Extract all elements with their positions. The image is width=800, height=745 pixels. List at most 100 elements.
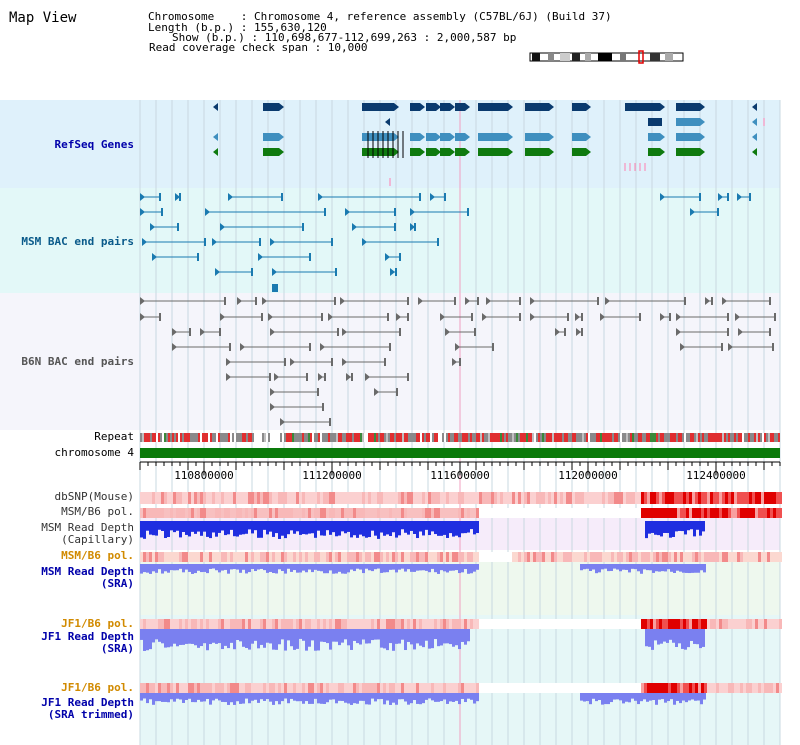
gene-arrow-left[interactable] [213,148,218,156]
gene-block[interactable] [676,118,700,126]
gene-block[interactable] [676,148,700,156]
gene-block[interactable] [410,133,420,141]
polymorphism-cell [485,619,488,629]
gene-block[interactable] [572,148,586,156]
read-depth-bar [356,693,359,704]
polymorphism-cell [701,508,704,518]
gene-block[interactable] [676,133,700,141]
read-depth-bar [350,521,353,538]
read-depth-bar [688,693,691,701]
read-depth-bar [452,693,455,702]
gene-block[interactable] [648,118,662,126]
polymorphism-cell [203,508,206,518]
ideogram-position-marker[interactable] [638,50,644,64]
read-depth-bar [694,564,697,573]
polymorphism-cell [398,552,401,562]
gene-block[interactable] [440,103,450,111]
polymorphism-cell [167,508,170,518]
gene-block[interactable] [426,103,436,111]
gene-block[interactable] [455,148,465,156]
gene-block[interactable] [676,103,700,111]
gene-block[interactable] [525,148,549,156]
polymorphism-cell [596,552,599,562]
gene-block[interactable] [478,103,508,111]
gene-block[interactable] [426,133,436,141]
repeat-segment [210,433,212,442]
gene-block[interactable] [263,103,279,111]
gene-block-arrow [420,103,425,111]
gene-block-arrow [279,133,284,141]
read-depth-bar [476,521,479,534]
gene-block[interactable] [648,133,660,141]
gene-arrow-left[interactable] [385,118,390,126]
read-depth-bar [350,564,353,570]
gene-block[interactable] [263,148,279,156]
msm-bac-end[interactable] [272,284,278,292]
gene-arrow-left[interactable] [213,133,218,141]
polymorphism-cell [197,508,200,518]
repeat-segment [242,433,244,442]
gene-block-arrow [450,133,455,141]
polymorphism-cell [302,619,305,629]
track-label-msm-bac[interactable]: MSM BAC end pairs [21,235,134,248]
read-depth-bar [263,693,266,701]
gene-block[interactable] [426,148,436,156]
read-depth-bar [616,693,619,700]
gene-block[interactable] [648,148,660,156]
gene-block[interactable] [478,133,508,141]
polymorphism-cell [773,619,776,629]
gene-block[interactable] [410,148,420,156]
read-depth-bar [407,693,410,705]
gene-block[interactable] [478,148,508,156]
track-label-b6n-bac[interactable]: B6N BAC end pairs [21,355,134,368]
read-depth-bar [227,629,230,649]
read-depth-bar [610,564,613,571]
polymorphism-cell [740,619,743,629]
read-depth-bar [690,521,693,530]
track-label-refseq[interactable]: RefSeq Genes [54,138,134,151]
gene-block[interactable] [362,103,394,111]
gene-block[interactable] [625,103,649,111]
repeat-segment [458,433,460,442]
gene-block[interactable] [455,133,465,141]
polymorphism-cell [356,552,359,562]
gene-arrow-left[interactable] [752,118,757,126]
read-depth-bar [344,521,347,534]
gene-arrow-left[interactable] [752,103,757,111]
repeat-segment [222,433,224,442]
gene-block[interactable] [440,148,450,156]
chromosome-ideogram[interactable] [529,50,684,64]
gene-block[interactable] [572,103,586,111]
read-depth-bar [601,693,604,705]
read-depth-bar [302,564,305,571]
read-depth-bar [679,693,682,704]
repeat-segment [542,433,544,442]
msm-bac-track[interactable] [140,193,751,292]
repeat-segment [566,433,568,442]
repeat-segment [262,433,264,442]
refseq-gene-track[interactable] [213,103,765,186]
polymorphism-cell [629,619,632,629]
read-depth-bar [338,693,341,701]
gene-block[interactable] [525,133,549,141]
gene-block[interactable] [440,133,450,141]
gene-block[interactable] [572,133,586,141]
repeat-segment [744,433,746,442]
gene-block[interactable] [525,103,549,111]
gene-arrow-left[interactable] [213,103,218,111]
gene-block[interactable] [455,103,465,111]
repeat-segment [402,433,404,442]
gene-arrow-left[interactable] [752,133,757,141]
b6n-bac-track[interactable] [140,297,776,426]
polymorphism-cell [440,508,443,518]
polymorphism-cell [359,552,362,562]
gene-block[interactable] [263,133,279,141]
gene-arrow-left[interactable] [752,148,757,156]
polymorphism-cell [344,492,347,504]
repeat-segment [604,433,606,442]
polymorphism-cell [551,492,554,504]
read-depth-bar [260,693,263,700]
gene-block[interactable] [410,103,420,111]
repeat-segment [472,433,474,442]
